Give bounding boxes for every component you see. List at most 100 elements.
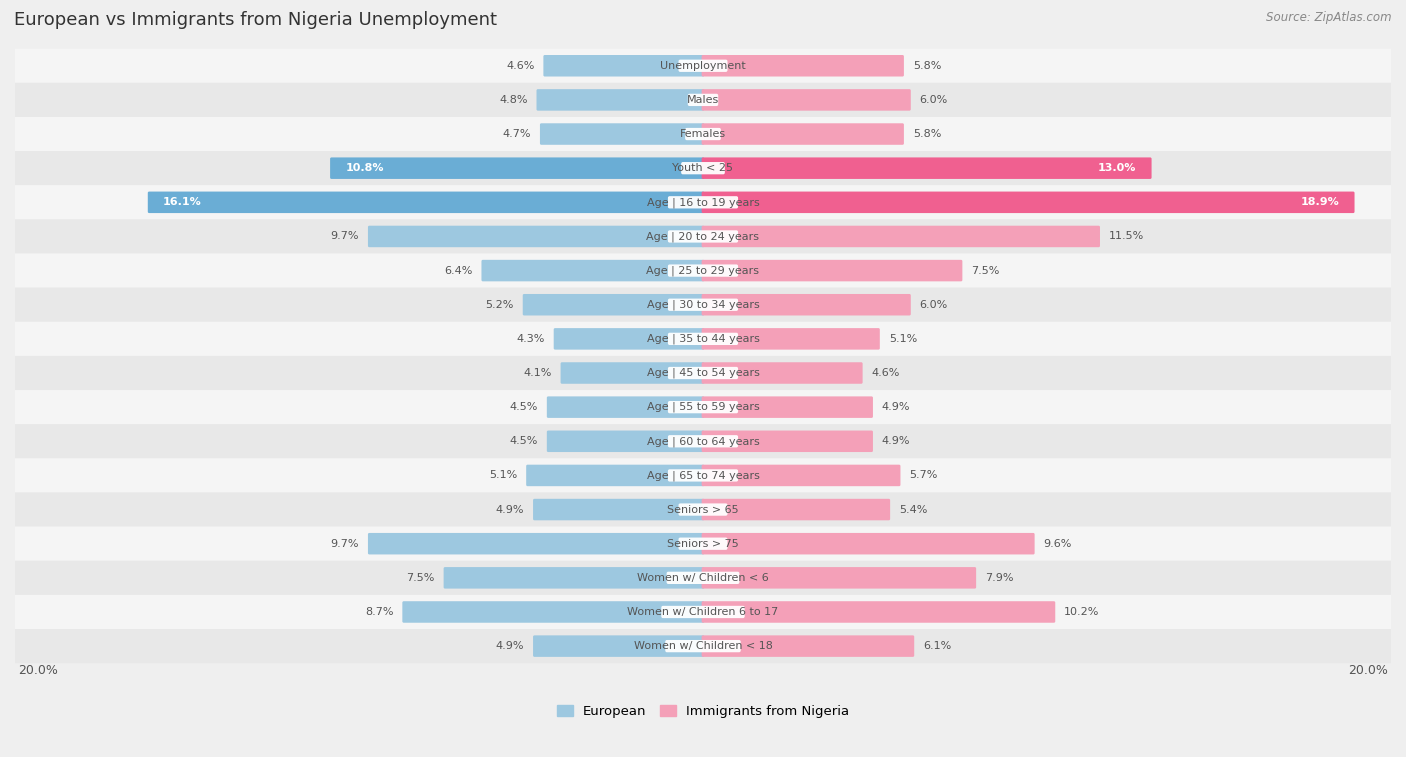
Text: 5.4%: 5.4% — [898, 505, 928, 515]
FancyBboxPatch shape — [668, 196, 738, 208]
FancyBboxPatch shape — [681, 162, 725, 174]
FancyBboxPatch shape — [15, 561, 1391, 595]
Text: 4.7%: 4.7% — [502, 129, 531, 139]
FancyBboxPatch shape — [15, 322, 1391, 356]
Text: 18.9%: 18.9% — [1301, 198, 1340, 207]
FancyBboxPatch shape — [533, 635, 704, 657]
Text: 7.9%: 7.9% — [986, 573, 1014, 583]
FancyBboxPatch shape — [15, 288, 1391, 322]
Text: 4.5%: 4.5% — [509, 436, 538, 447]
Text: Age | 30 to 34 years: Age | 30 to 34 years — [647, 300, 759, 310]
Text: Youth < 25: Youth < 25 — [672, 164, 734, 173]
FancyBboxPatch shape — [702, 397, 873, 418]
Text: 13.0%: 13.0% — [1098, 164, 1136, 173]
Text: 16.1%: 16.1% — [163, 198, 201, 207]
Text: Females: Females — [681, 129, 725, 139]
Text: Age | 16 to 19 years: Age | 16 to 19 years — [647, 197, 759, 207]
FancyBboxPatch shape — [330, 157, 704, 179]
FancyBboxPatch shape — [15, 629, 1391, 663]
FancyBboxPatch shape — [15, 185, 1391, 220]
Text: 5.1%: 5.1% — [889, 334, 917, 344]
FancyBboxPatch shape — [668, 367, 738, 379]
Text: 4.6%: 4.6% — [872, 368, 900, 378]
FancyBboxPatch shape — [547, 431, 704, 452]
FancyBboxPatch shape — [702, 601, 1056, 623]
FancyBboxPatch shape — [702, 363, 863, 384]
FancyBboxPatch shape — [702, 123, 904, 145]
Text: 20.0%: 20.0% — [1348, 664, 1388, 678]
FancyBboxPatch shape — [702, 533, 1035, 554]
FancyBboxPatch shape — [15, 48, 1391, 83]
FancyBboxPatch shape — [702, 226, 1099, 248]
Text: Age | 25 to 29 years: Age | 25 to 29 years — [647, 266, 759, 276]
FancyBboxPatch shape — [543, 55, 704, 76]
Text: Males: Males — [688, 95, 718, 105]
Text: 6.1%: 6.1% — [924, 641, 952, 651]
Text: Source: ZipAtlas.com: Source: ZipAtlas.com — [1267, 11, 1392, 24]
FancyBboxPatch shape — [702, 499, 890, 520]
Text: Age | 65 to 74 years: Age | 65 to 74 years — [647, 470, 759, 481]
FancyBboxPatch shape — [547, 397, 704, 418]
Text: 10.8%: 10.8% — [346, 164, 384, 173]
Text: Age | 35 to 44 years: Age | 35 to 44 years — [647, 334, 759, 344]
Text: Women w/ Children 6 to 17: Women w/ Children 6 to 17 — [627, 607, 779, 617]
Text: European vs Immigrants from Nigeria Unemployment: European vs Immigrants from Nigeria Unem… — [14, 11, 498, 30]
FancyBboxPatch shape — [148, 192, 704, 213]
Text: 7.5%: 7.5% — [406, 573, 434, 583]
FancyBboxPatch shape — [561, 363, 704, 384]
FancyBboxPatch shape — [661, 606, 745, 618]
Text: 6.4%: 6.4% — [444, 266, 472, 276]
FancyBboxPatch shape — [15, 595, 1391, 629]
FancyBboxPatch shape — [702, 328, 880, 350]
Text: 5.8%: 5.8% — [912, 61, 941, 70]
Text: Age | 20 to 24 years: Age | 20 to 24 years — [647, 231, 759, 241]
FancyBboxPatch shape — [679, 60, 727, 72]
Text: 4.1%: 4.1% — [523, 368, 551, 378]
Text: 4.9%: 4.9% — [882, 436, 910, 447]
FancyBboxPatch shape — [481, 260, 704, 282]
FancyBboxPatch shape — [688, 94, 718, 106]
Text: 9.6%: 9.6% — [1043, 539, 1071, 549]
Text: Unemployment: Unemployment — [661, 61, 745, 70]
FancyBboxPatch shape — [668, 264, 738, 277]
Text: 4.9%: 4.9% — [496, 641, 524, 651]
Text: Women w/ Children < 6: Women w/ Children < 6 — [637, 573, 769, 583]
FancyBboxPatch shape — [668, 298, 738, 311]
FancyBboxPatch shape — [444, 567, 704, 589]
FancyBboxPatch shape — [537, 89, 704, 111]
Text: 5.8%: 5.8% — [912, 129, 941, 139]
FancyBboxPatch shape — [679, 503, 727, 516]
Text: 7.5%: 7.5% — [972, 266, 1000, 276]
FancyBboxPatch shape — [15, 527, 1391, 561]
Text: Seniors > 65: Seniors > 65 — [668, 505, 738, 515]
FancyBboxPatch shape — [526, 465, 704, 486]
Text: 10.2%: 10.2% — [1064, 607, 1099, 617]
FancyBboxPatch shape — [702, 260, 962, 282]
Text: 4.9%: 4.9% — [882, 402, 910, 412]
FancyBboxPatch shape — [666, 572, 740, 584]
Text: 4.5%: 4.5% — [509, 402, 538, 412]
FancyBboxPatch shape — [402, 601, 704, 623]
FancyBboxPatch shape — [702, 89, 911, 111]
FancyBboxPatch shape — [368, 226, 704, 248]
FancyBboxPatch shape — [702, 431, 873, 452]
FancyBboxPatch shape — [15, 493, 1391, 527]
FancyBboxPatch shape — [15, 83, 1391, 117]
FancyBboxPatch shape — [668, 435, 738, 447]
FancyBboxPatch shape — [533, 499, 704, 520]
FancyBboxPatch shape — [702, 157, 1152, 179]
FancyBboxPatch shape — [368, 533, 704, 554]
FancyBboxPatch shape — [685, 128, 721, 140]
Text: Women w/ Children < 18: Women w/ Children < 18 — [634, 641, 772, 651]
FancyBboxPatch shape — [665, 640, 741, 653]
FancyBboxPatch shape — [702, 567, 976, 589]
FancyBboxPatch shape — [15, 356, 1391, 390]
Text: 8.7%: 8.7% — [366, 607, 394, 617]
FancyBboxPatch shape — [702, 294, 911, 316]
FancyBboxPatch shape — [15, 220, 1391, 254]
Text: 5.2%: 5.2% — [485, 300, 513, 310]
Text: 4.6%: 4.6% — [506, 61, 534, 70]
FancyBboxPatch shape — [554, 328, 704, 350]
FancyBboxPatch shape — [15, 390, 1391, 424]
Text: 20.0%: 20.0% — [18, 664, 58, 678]
